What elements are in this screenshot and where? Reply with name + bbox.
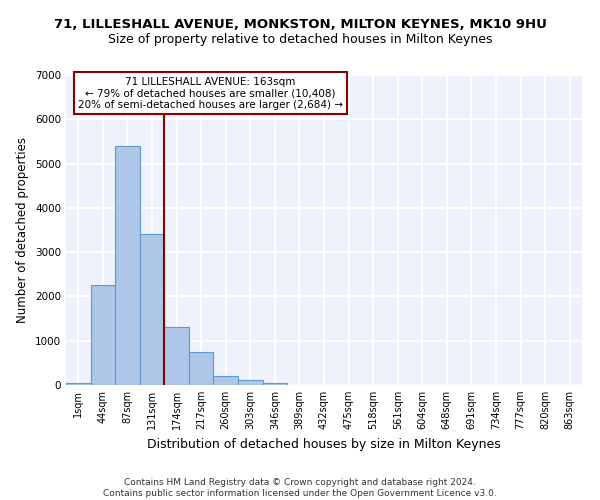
Bar xyxy=(189,352,214,385)
Bar xyxy=(91,286,115,385)
Y-axis label: Number of detached properties: Number of detached properties xyxy=(16,137,29,323)
Bar xyxy=(66,383,91,385)
Bar xyxy=(115,146,140,385)
Text: 71 LILLESHALL AVENUE: 163sqm
← 79% of detached houses are smaller (10,408)
20% o: 71 LILLESHALL AVENUE: 163sqm ← 79% of de… xyxy=(78,76,343,110)
Bar xyxy=(140,234,164,385)
Text: Contains HM Land Registry data © Crown copyright and database right 2024.
Contai: Contains HM Land Registry data © Crown c… xyxy=(103,478,497,498)
Text: Size of property relative to detached houses in Milton Keynes: Size of property relative to detached ho… xyxy=(108,32,492,46)
X-axis label: Distribution of detached houses by size in Milton Keynes: Distribution of detached houses by size … xyxy=(147,438,501,450)
Bar xyxy=(164,328,189,385)
Bar xyxy=(263,382,287,385)
Text: 71, LILLESHALL AVENUE, MONKSTON, MILTON KEYNES, MK10 9HU: 71, LILLESHALL AVENUE, MONKSTON, MILTON … xyxy=(53,18,547,30)
Bar xyxy=(214,376,238,385)
Bar xyxy=(238,380,263,385)
